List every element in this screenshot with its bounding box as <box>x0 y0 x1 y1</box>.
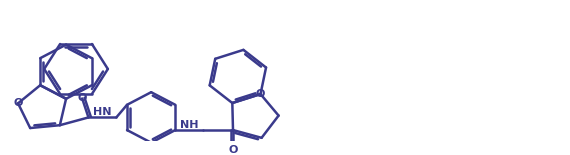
Text: O: O <box>229 145 238 155</box>
Text: NH: NH <box>180 120 198 130</box>
Text: HN: HN <box>93 107 112 117</box>
Text: O: O <box>13 98 23 108</box>
Text: O: O <box>78 93 87 103</box>
Text: O: O <box>256 89 265 99</box>
